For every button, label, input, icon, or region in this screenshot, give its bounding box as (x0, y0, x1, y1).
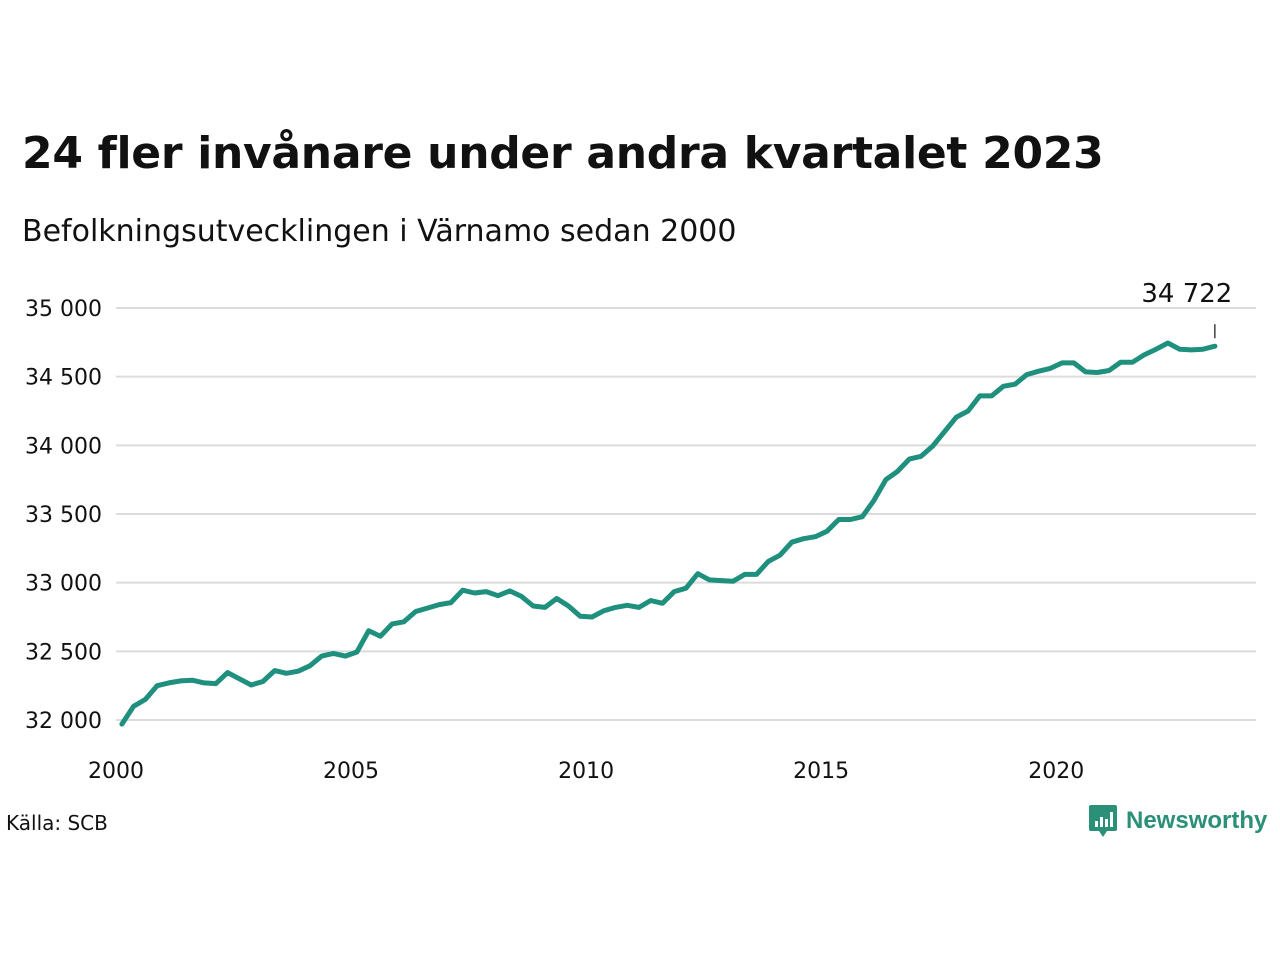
population-line (119, 340, 1218, 727)
x-axis: 2000 2005 2010 2015 2020 (88, 759, 1084, 784)
bar-chart-badge-icon (1089, 805, 1117, 837)
y-tick-label: 33 500 (25, 503, 102, 528)
end-value-label: 34 722 (1141, 279, 1232, 309)
gridlines (116, 307, 1256, 721)
x-tick-label: 2020 (1028, 759, 1084, 784)
y-tick-label: 35 000 (25, 297, 102, 322)
y-axis: 32 000 32 500 33 000 33 500 34 000 34 500 35 0… (25, 297, 102, 734)
line-chart: 32 000 32 500 33 000 33 500 34 000 34 500 35 0… (25, 279, 1256, 784)
source-note: Källa: SCB (6, 811, 108, 835)
y-tick-label: 32 500 (25, 640, 102, 665)
brand-logo[interactable]: Newsworthy (1088, 803, 1267, 839)
chart-subtitle: Befolkningsutvecklingen i Värnamo sedan … (22, 214, 737, 249)
x-tick-label: 2000 (88, 759, 144, 784)
x-tick-label: 2005 (323, 759, 379, 784)
x-tick-label: 2010 (558, 759, 614, 784)
y-tick-label: 34 000 (25, 434, 102, 459)
y-tick-label: 32 000 (25, 709, 102, 734)
y-tick-label: 34 500 (25, 366, 102, 391)
chart-title: 24 fler invånare under andra kvartalet 2… (22, 128, 1104, 179)
y-tick-label: 33 000 (25, 572, 102, 597)
brand-name: Newsworthy (1126, 807, 1268, 834)
x-tick-label: 2015 (793, 759, 849, 784)
